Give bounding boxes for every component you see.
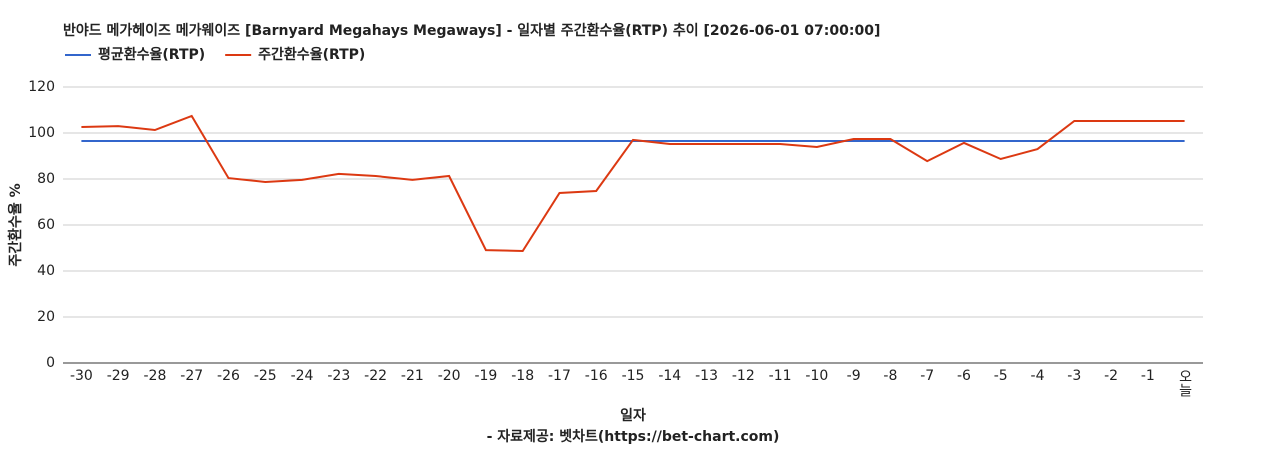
y-axis-label: 주간환수율 %	[7, 183, 24, 266]
x-tick-label: -14	[658, 368, 681, 384]
y-tick-label: 0	[46, 355, 55, 371]
x-tick-label: -1	[1141, 368, 1155, 384]
x-tick-label: -10	[805, 368, 828, 384]
x-tick-label: -13	[695, 368, 718, 384]
x-tick-label: -7	[920, 368, 934, 384]
series-line	[81, 114, 1185, 253]
x-tick-label: -18	[511, 368, 534, 384]
x-tick-label: -23	[327, 368, 350, 384]
x-tick-label: -26	[217, 368, 240, 384]
legend-label: 평균환수율(RTP)	[98, 46, 205, 63]
x-tick-label: -5	[994, 368, 1008, 384]
y-tick-label: 20	[37, 309, 55, 325]
x-tick-label: -21	[401, 368, 424, 384]
y-tick-label: 80	[37, 171, 55, 187]
x-tick-label: -16	[585, 368, 608, 384]
chart-title: 반야드 메가헤이즈 메가웨이즈 [Barnyard Megahays Megaw…	[63, 22, 880, 39]
x-tick-label: -3	[1067, 368, 1081, 384]
legend-label: 주간환수율(RTP)	[258, 46, 365, 63]
x-axis-label: 일자	[620, 408, 646, 424]
x-tick-label: -15	[622, 368, 645, 384]
x-tick-label: -6	[957, 368, 971, 384]
x-tick-label: -27	[180, 368, 203, 384]
x-tick-label: -9	[847, 368, 861, 384]
y-tick-label: 40	[37, 263, 55, 279]
x-tick-label: -25	[254, 368, 277, 384]
x-tick-label: 오늘	[1177, 369, 1193, 397]
x-tick-label: -12	[732, 368, 755, 384]
source: - 자료제공: 벳차트(https://bet-chart.com)	[487, 428, 780, 445]
x-tick-label: -2	[1104, 368, 1118, 384]
x-tick-label: -30	[70, 368, 93, 384]
x-tick-label: -17	[548, 368, 571, 384]
x-tick-label: -29	[107, 368, 130, 384]
y-tick-label: 100	[28, 125, 55, 141]
x-tick-label: -4	[1031, 368, 1045, 384]
x-tick-label: -8	[883, 368, 897, 384]
x-tick-label: -11	[769, 368, 792, 384]
x-tick-label: -19	[474, 368, 497, 384]
x-tick-label: -20	[438, 368, 461, 384]
y-tick-label: 120	[28, 79, 55, 95]
x-tick-label: -28	[143, 368, 166, 384]
x-tick-label: -24	[291, 368, 314, 384]
x-tick-label: -22	[364, 368, 387, 384]
y-tick-label: 60	[37, 217, 55, 233]
